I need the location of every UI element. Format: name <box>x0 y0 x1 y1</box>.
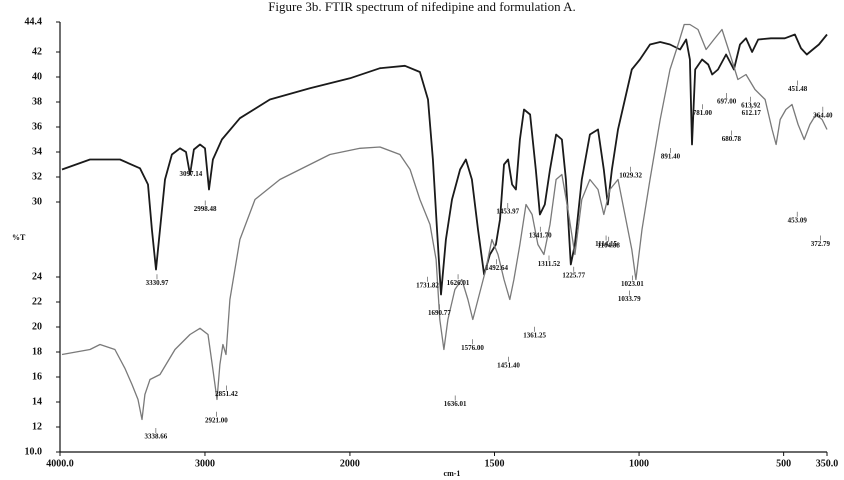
y-tick-label: 24 <box>32 271 42 282</box>
x-tick-label: 2000 <box>340 458 360 469</box>
y-tick-label: 10.0 <box>25 446 43 457</box>
x-tick-label: 1500 <box>484 458 504 469</box>
peak-annotation: 1576.00 <box>461 344 484 352</box>
x-tick-label: 4000.0 <box>46 458 74 469</box>
y-tick-label: 16 <box>32 371 42 382</box>
peak-annotation: 1361.25 <box>523 331 546 339</box>
y-tick-label: 34 <box>32 146 42 157</box>
spectrum-line <box>61 23 828 421</box>
x-axis-label: cm-1 <box>444 469 461 478</box>
y-tick-label: 12 <box>32 421 42 432</box>
peak-annotation: 3097.14 <box>180 170 203 178</box>
y-axis-label: %T <box>12 233 26 242</box>
peak-annotation: 1341.70 <box>529 231 552 239</box>
peak-annotation: 2921.00 <box>205 416 228 424</box>
y-tick-label: 44.4 <box>25 16 43 27</box>
y-tick-label: 14 <box>32 396 42 407</box>
y-tick-label: 40 <box>32 71 42 82</box>
x-tick-label: 350.0 <box>816 458 839 469</box>
peak-annotation: 1731.82 <box>416 281 439 289</box>
y-tick-label: 18 <box>32 346 42 357</box>
peak-annotation: 2851.42 <box>215 390 238 398</box>
peak-annotation: 372.79 <box>811 240 831 248</box>
x-tick-label: 500 <box>776 458 791 469</box>
peak-annotation: 891.40 <box>661 153 681 161</box>
peak-annotation: 1626.01 <box>447 279 470 287</box>
peak-annotation: 1114.15 <box>595 240 617 248</box>
y-tick-label: 32 <box>32 171 42 182</box>
peak-annotation: 1492.64 <box>485 264 508 272</box>
peak-annotation: 612.17 <box>742 109 762 117</box>
peak-annotation: 697.00 <box>717 98 737 106</box>
peak-annotation: 1023.01 <box>621 280 644 288</box>
peak-annotation: 3338.66 <box>144 433 167 441</box>
spectrum-line <box>61 33 828 296</box>
y-tick-label: 30 <box>32 196 42 207</box>
y-tick-label: 38 <box>32 96 42 107</box>
x-tick-label: 3000 <box>195 458 215 469</box>
peak-annotation: 364.40 <box>813 111 833 119</box>
peak-annotation: 3330.97 <box>146 279 169 287</box>
peak-annotation: 1636.01 <box>444 400 467 408</box>
peak-annotation: 1104.88 <box>598 241 621 249</box>
chart-title: Figure 3b. FTIR spectrum of nifedipine a… <box>268 0 576 14</box>
y-tick-label: 22 <box>32 296 42 307</box>
peak-annotation: 1451.40 <box>497 361 520 369</box>
peak-annotation: 453.09 <box>788 216 808 224</box>
y-tick-label: 36 <box>32 121 42 132</box>
peak-annotation: 1690.77 <box>428 309 451 317</box>
peak-annotation: 1311.52 <box>538 260 561 268</box>
peak-annotation: 680.78 <box>722 135 742 143</box>
peak-annotation: 781.00 <box>693 109 713 117</box>
peak-annotation: 1453.97 <box>496 208 519 216</box>
peak-annotation: 1033.79 <box>618 295 641 303</box>
y-tick-label: 20 <box>32 321 42 332</box>
y-tick-label: 42 <box>32 46 42 57</box>
peak-annotation: 451.48 <box>788 85 808 93</box>
peak-annotation: 1225.77 <box>562 271 585 279</box>
peak-annotation: 1029.32 <box>619 171 642 179</box>
peak-annotation: 2998.48 <box>194 205 217 213</box>
x-tick-label: 1000 <box>629 458 649 469</box>
